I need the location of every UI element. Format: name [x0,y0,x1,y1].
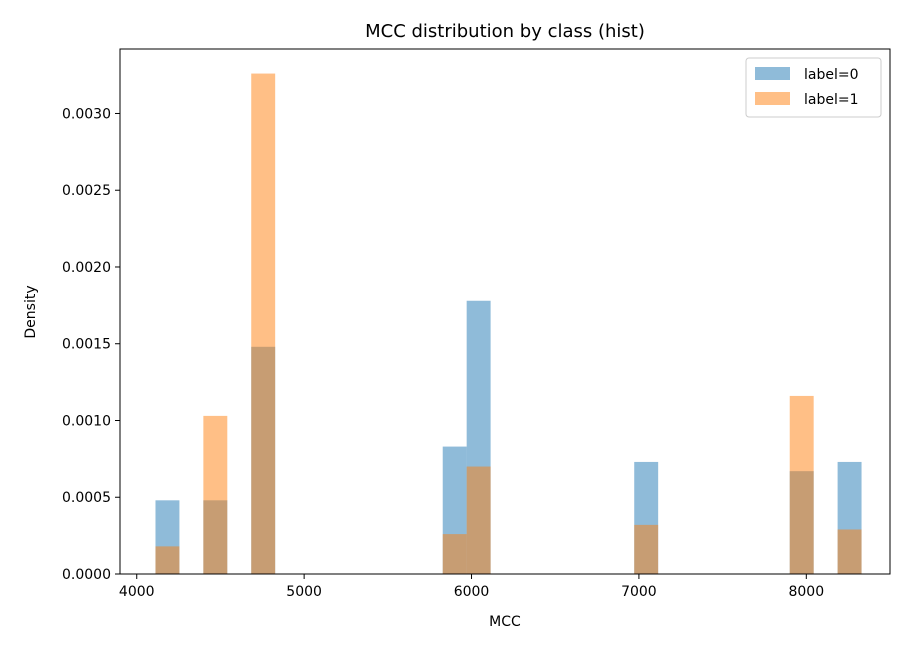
bars-layer [155,73,862,574]
x-tick-label: 4000 [119,584,155,600]
y-tick-label: 0.0000 [62,567,111,583]
y-tick-label: 0.0020 [62,260,111,276]
x-tick-label: 5000 [286,584,322,600]
legend-label: label=1 [804,92,859,108]
legend-swatch [755,92,790,105]
y-tick-label: 0.0010 [62,413,111,429]
y-tick-label: 0.0030 [62,106,111,122]
bar-series-1-bin-7 [837,529,862,574]
plot-frame [119,48,891,575]
bar-series-1-bin-2 [251,73,276,574]
bar-series-1-bin-6 [789,395,814,574]
legend: label=0 label=1 [745,57,882,118]
y-tick-label: 0.0025 [62,183,111,199]
bar-series-1-bin-0 [155,546,180,574]
y-axis-label: Density [23,285,39,338]
x-tick-label: 8000 [788,584,824,600]
bar-series-1-bin-3 [442,534,467,574]
x-tick-label: 7000 [621,584,657,600]
chart-title: MCC distribution by class (hist) [365,21,645,42]
bar-series-1-bin-4 [466,466,491,574]
bar-series-1-bin-1 [203,415,228,574]
x-axis-label: MCC [489,614,521,630]
x-tick-label: 6000 [454,584,490,600]
legend-label: label=0 [804,67,859,83]
y-tick-label: 0.0015 [62,337,111,353]
axes-layer: 4000 5000 6000 7000 8000 0.0000 0.0005 0.0010 0.… [62,48,891,600]
y-tick-label: 0.0005 [62,490,111,506]
bar-series-1-bin-5 [634,524,659,574]
legend-swatch [755,67,790,80]
